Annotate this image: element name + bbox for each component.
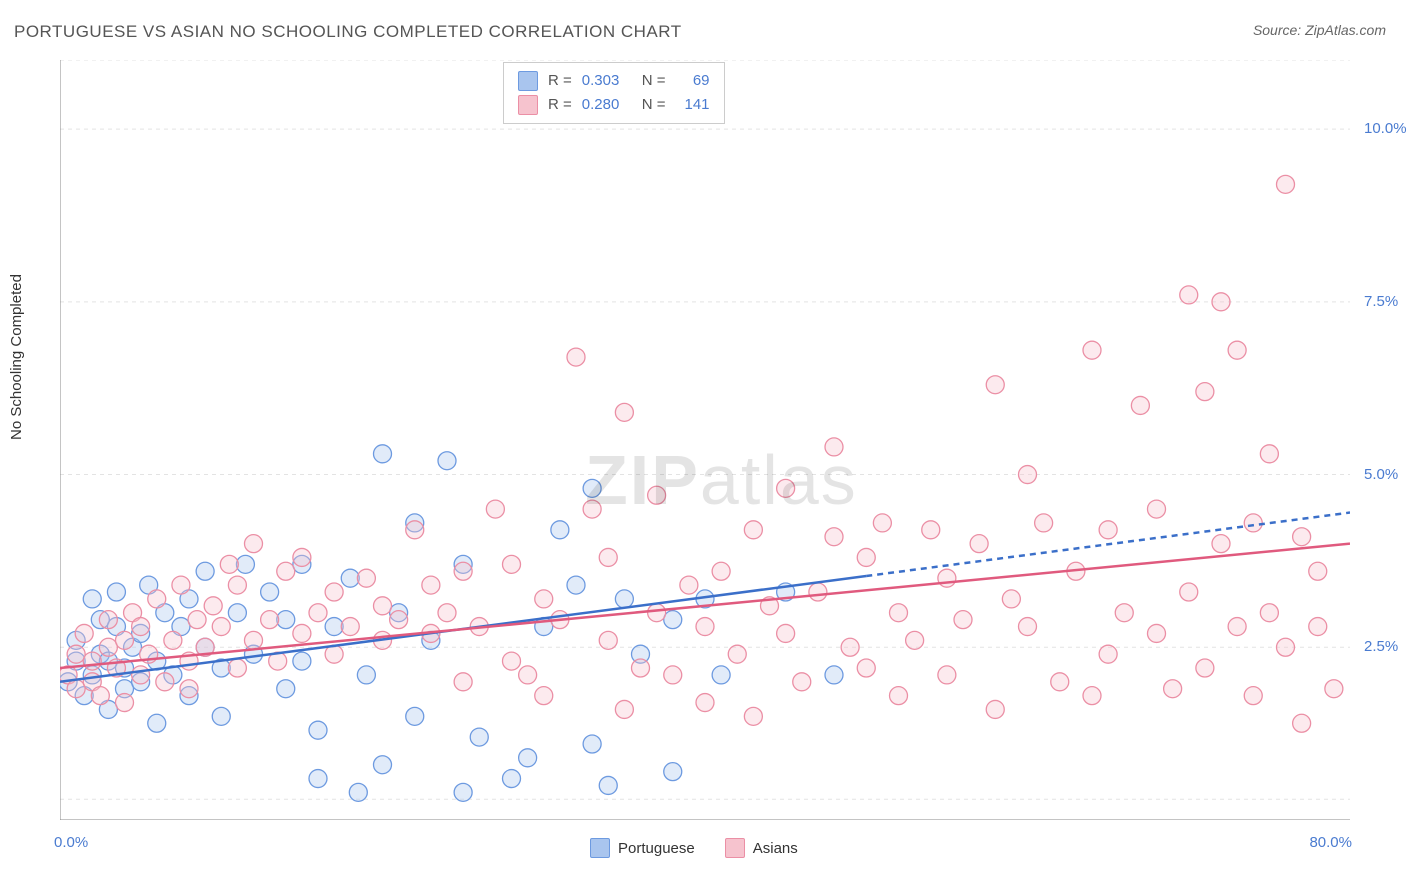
y-tick-label: 5.0%	[1364, 466, 1398, 483]
chart-title: PORTUGUESE VS ASIAN NO SCHOOLING COMPLET…	[14, 22, 682, 42]
y-tick-label: 10.0%	[1364, 120, 1406, 137]
scatter-chart	[60, 60, 1350, 820]
y-tick-label: 2.5%	[1364, 638, 1398, 655]
y-tick-label: 7.5%	[1364, 293, 1398, 310]
legend-series-name: Portuguese	[618, 840, 695, 857]
legend-series-name: Asians	[753, 840, 798, 857]
legend-row: R = 0.303 N = 69	[518, 69, 710, 93]
legend-n-value: 69	[676, 69, 710, 93]
chart-area: ZIPatlas R =0.303N =69R =0.280N =141 Por…	[60, 60, 1350, 820]
legend-r-value: 0.303	[582, 69, 632, 93]
x-tick-label: 80.0%	[1309, 834, 1352, 851]
legend-row: R = 0.280 N = 141	[518, 93, 710, 117]
legend-swatch	[590, 838, 610, 858]
legend-item: Asians	[725, 838, 798, 858]
legend-r-value: 0.280	[582, 93, 632, 117]
legend-item: Portuguese	[590, 838, 695, 858]
legend-n-label: N =	[642, 93, 666, 117]
legend-n-label: N =	[642, 69, 666, 93]
legend-swatch	[518, 95, 538, 115]
legend-swatch	[518, 71, 538, 91]
legend-r-label: R =	[548, 69, 572, 93]
legend-n-value: 141	[676, 93, 710, 117]
source-attribution: Source: ZipAtlas.com	[1253, 22, 1386, 38]
series-legend: Portuguese Asians	[590, 838, 798, 858]
x-tick-label: 0.0%	[54, 834, 88, 851]
y-axis-label: No Schooling Completed	[8, 274, 25, 440]
legend-swatch	[725, 838, 745, 858]
correlation-legend: R = 0.303 N = 69 R = 0.280 N = 141	[503, 62, 725, 124]
legend-r-label: R =	[548, 93, 572, 117]
